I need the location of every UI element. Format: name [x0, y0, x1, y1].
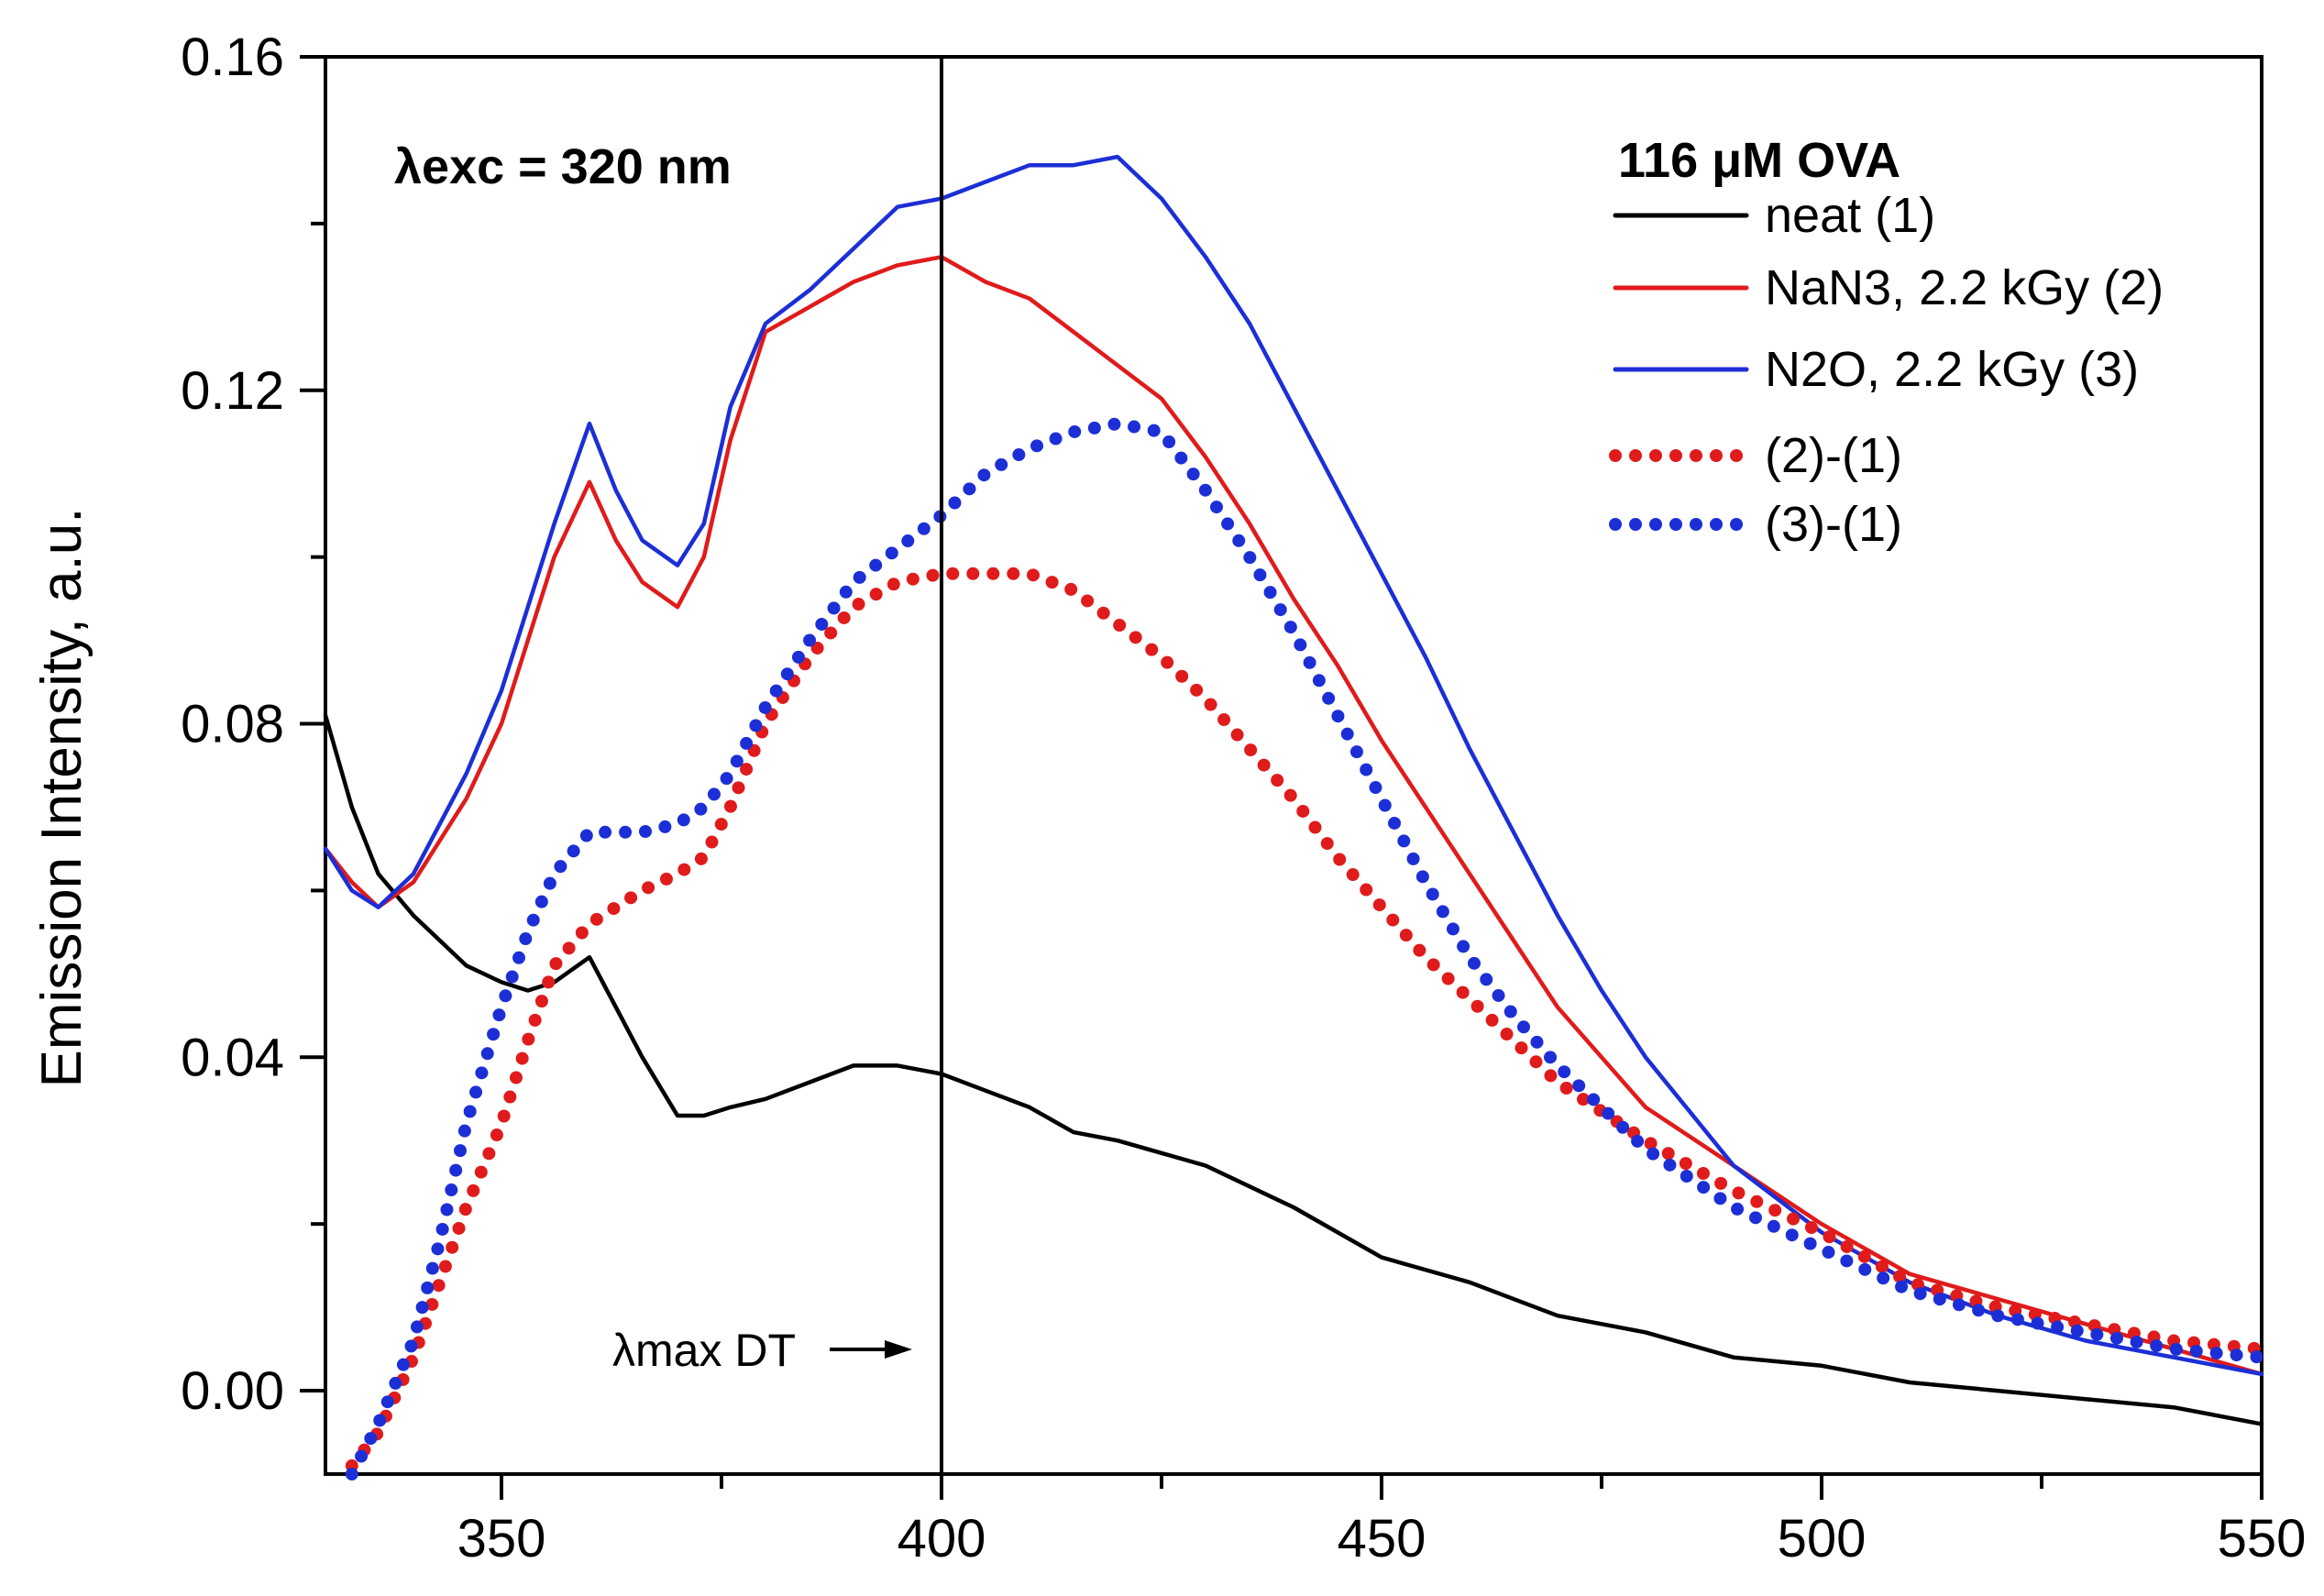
excitation-annotation: λexc = 320 nm — [394, 139, 732, 194]
legend-label-2: NaN3, 2.2 kGy (2) — [1765, 260, 2164, 315]
series-line-5 — [345, 417, 2268, 1480]
y-tick-label: 0.16 — [181, 28, 284, 87]
series-line-3 — [323, 154, 2264, 1377]
legend-label-4: (2)-(1) — [1765, 428, 1902, 483]
x-tick-label: 350 — [457, 1509, 546, 1568]
y-axis-label: Emission Intensity, a.u. — [30, 508, 94, 1088]
legend-label-3: N2O, 2.2 kGy (3) — [1765, 342, 2139, 397]
series-line-2 — [323, 255, 2264, 1377]
legend-label-5: (3)-(1) — [1765, 497, 1902, 552]
y-axis-ticks: 0.00 0.04 0.08 0.12 0.16 — [181, 28, 325, 1421]
series-line-4 — [345, 567, 2268, 1472]
x-tick-label: 400 — [898, 1509, 986, 1568]
y-tick-label: 0.12 — [181, 361, 284, 421]
legend: 116 μM OVA neat (1) NaN3, 2.2 kGy (2) N2O,… — [1609, 133, 2164, 552]
y-tick-label: 0.00 — [181, 1361, 284, 1421]
legend-title: 116 μM OVA — [1618, 133, 1900, 188]
lambda-max-arrow-icon — [830, 1340, 912, 1359]
lambda-max-label: λmax DT — [612, 1325, 796, 1376]
plot-area: 350 400 450 500 550 0.00 0.04 0.08 0.12 0.16 — [181, 28, 2306, 1568]
x-tick-label: 450 — [1338, 1509, 1426, 1568]
x-tick-label: 550 — [2218, 1509, 2307, 1568]
y-tick-label: 0.04 — [181, 1028, 284, 1087]
legend-label-1: neat (1) — [1765, 188, 1935, 243]
x-axis-ticks: 350 400 450 500 550 — [457, 1474, 2307, 1568]
plot-frame — [324, 55, 2263, 1476]
y-tick-label: 0.08 — [181, 695, 284, 754]
x-tick-label: 500 — [1778, 1509, 1867, 1568]
series-line-1 — [323, 713, 2264, 1426]
legend-entries: neat (1) NaN3, 2.2 kGy (2) N2O, 2.2 kGy (3… — [1609, 188, 2164, 552]
series-layer — [323, 154, 2268, 1480]
